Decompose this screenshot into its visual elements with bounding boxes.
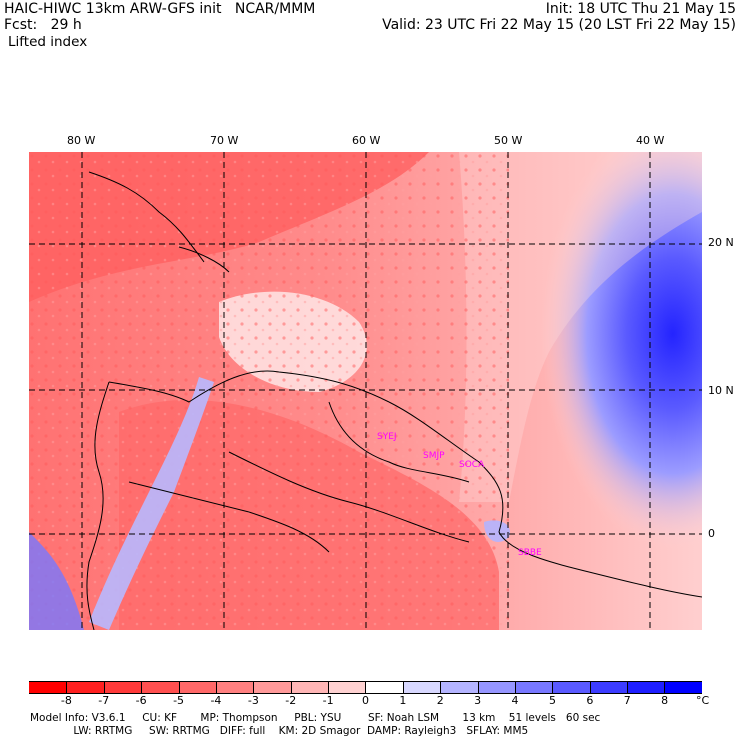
colorbar-segment: [589, 682, 627, 693]
colorbar-tick-label: -8: [60, 694, 72, 707]
colorbar-tick-label: -4: [210, 694, 222, 707]
colorbar-tick-label: 2: [436, 694, 444, 707]
pacific-stable: [29, 532, 84, 630]
colorbar-segment: [29, 682, 67, 693]
colorbar-tick-label: 7: [623, 694, 631, 707]
coastlines: [86, 171, 702, 630]
colorbar-segment: [365, 682, 403, 693]
lat-label-10n: 10 N: [708, 384, 734, 397]
colorbar-segment: [552, 682, 590, 693]
model-title: HAIC-HIWC 13km ARW-GFS init NCAR/MMM: [4, 1, 316, 17]
colorbar-segment: [178, 682, 216, 693]
lon-label-60w: 60 W: [352, 134, 381, 147]
colorbar-unit: °C: [696, 694, 710, 707]
colorbar: [29, 681, 702, 694]
map-svg: [29, 152, 702, 630]
graticule: [29, 152, 702, 630]
colorbar-tick-label: 1: [399, 694, 407, 707]
station-soca: SOCA: [459, 460, 485, 470]
valid-time: Valid: 23 UTC Fri 22 May 15 (20 LST Fri …: [382, 17, 736, 33]
lon-label-40w: 40 W: [636, 134, 665, 147]
colorbar-segment: [215, 682, 254, 693]
colorbar-segment: [514, 682, 553, 693]
colorbar-tick-label: 6: [586, 694, 594, 707]
station-sbbe: SBBE: [518, 548, 542, 558]
colorbar-segment: [402, 682, 441, 693]
colorbar-segment: [440, 682, 478, 693]
colorbar-tick-label: -2: [285, 694, 297, 707]
amazon-stable: [484, 520, 510, 542]
forecast-hour: Fcst: 29 h: [4, 17, 82, 33]
field-name: Lifted index: [8, 34, 88, 50]
colorbar-segment: [253, 682, 291, 693]
lifted-index-map: [29, 152, 702, 630]
station-syej: SYEJ: [377, 432, 397, 442]
colorbar-tick-label: 5: [548, 694, 556, 707]
colorbar-segment: [477, 682, 515, 693]
colorbar-tick-label: -6: [135, 694, 147, 707]
model-info-line2: LW: RRTMG SW: RRTMG DIFF: full KM: 2D Sm…: [30, 725, 529, 737]
texture: [29, 152, 509, 630]
colorbar-segment: [141, 682, 179, 693]
neutral-east: [459, 152, 702, 502]
lon-label-80w: 80 W: [67, 134, 96, 147]
colorbar-tick-label: -5: [173, 694, 185, 707]
model-info-line1: Model Info: V3.6.1 CU: KF MP: Thompson P…: [30, 712, 601, 724]
andes-stable: [89, 377, 214, 630]
colorbar-segment: [664, 682, 702, 693]
lat-label-20n: 20 N: [708, 236, 734, 249]
colorbar-segment: [66, 682, 104, 693]
colorbar-tick-label: -7: [98, 694, 110, 707]
colorbar-tick-label: -1: [322, 694, 334, 707]
colorbar-segment: [328, 682, 366, 693]
station-smjp: SMJP: [423, 451, 445, 461]
colorbar-segment: [290, 682, 328, 693]
colorbar-tick-label: 3: [474, 694, 482, 707]
colorbar-tick-label: 4: [511, 694, 519, 707]
colorbar-segment: [103, 682, 142, 693]
colorbar-tick-label: 0: [362, 694, 369, 707]
colorbar-tick-label: -3: [247, 694, 259, 707]
lon-label-50w: 50 W: [494, 134, 523, 147]
colorbar-tick-label: 8: [661, 694, 669, 707]
lon-label-70w: 70 W: [210, 134, 239, 147]
colorbar-segment: [627, 682, 665, 693]
init-time: Init: 18 UTC Thu 21 May 15: [545, 1, 736, 17]
lat-label-equator: 0: [708, 527, 715, 540]
